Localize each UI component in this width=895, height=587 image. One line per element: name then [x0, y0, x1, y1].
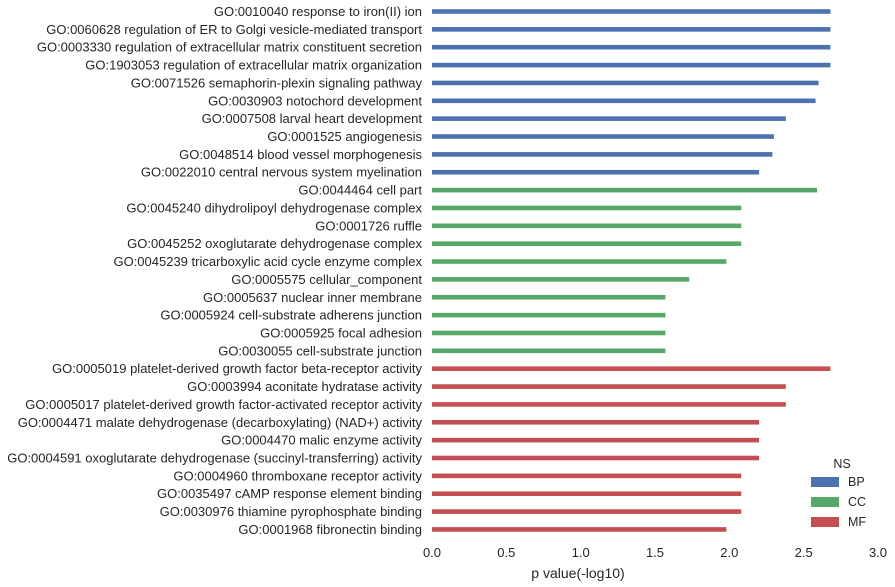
- bar-13: [432, 223, 742, 229]
- bar-28: [432, 491, 742, 497]
- x-tick-label: 0.0: [423, 545, 441, 560]
- category-label: GO:0004470 malic enzyme activity: [221, 433, 422, 448]
- category-label: GO:0035497 cAMP response element binding: [157, 486, 422, 501]
- category-label: GO:0005575 cellular_component: [231, 272, 422, 287]
- bar-5: [432, 80, 819, 86]
- x-axis-ticks: 0.0 0.5 1.0 1.5 2.0 2.5 3.0: [423, 545, 887, 560]
- x-tick-label: 0.5: [497, 545, 515, 560]
- x-tick-label: 1.0: [572, 545, 590, 560]
- category-label: GO:0007508 larval heart development: [202, 111, 423, 126]
- bar-23: [432, 402, 786, 407]
- category-label: GO:0005019 platelet-derived growth facto…: [52, 361, 422, 376]
- bar-25: [432, 437, 760, 443]
- bar-27: [432, 473, 742, 479]
- legend-label-mf: MF: [848, 515, 866, 529]
- x-tick-label: 2.0: [720, 545, 738, 560]
- bar-11: [432, 187, 818, 193]
- x-tick-label: 1.5: [646, 545, 664, 560]
- legend-label-bp: BP: [848, 475, 865, 489]
- category-label: GO:1903053 regulation of extracellular m…: [85, 58, 422, 73]
- bar-1: [432, 9, 831, 14]
- category-label: GO:0030055 cell-substrate junction: [218, 343, 422, 358]
- legend-label-cc: CC: [848, 495, 866, 509]
- bar-30: [432, 527, 727, 532]
- bar-26: [432, 455, 760, 461]
- category-label: GO:0004471 malate dehydrogenase (decarbo…: [18, 415, 423, 430]
- bar-17: [432, 294, 666, 300]
- category-label: GO:0071526 semaphorin-plexin signaling p…: [131, 75, 423, 90]
- bar-9: [432, 152, 773, 157]
- category-label: GO:0005924 cell-substrate adherens junct…: [160, 308, 422, 323]
- bar-16: [432, 277, 690, 282]
- legend-title: NS: [833, 457, 850, 471]
- category-label: GO:0045240 dihydrolipoyl dehydrogenase c…: [126, 200, 422, 215]
- category-label: GO:0045239 tricarboxylic acid cycle enzy…: [113, 254, 422, 269]
- bar-29: [432, 509, 742, 514]
- bar-18: [432, 312, 666, 318]
- category-labels: GO:0010040 response to iron(II) ion GO:00…: [7, 4, 422, 537]
- bar-4: [432, 62, 831, 68]
- bar-10: [432, 169, 760, 175]
- category-label: GO:0004591 oxoglutarate dehydrogenase (s…: [7, 451, 422, 466]
- category-label: GO:0005637 nuclear inner membrane: [203, 290, 422, 305]
- x-tick-label: 2.5: [795, 545, 813, 560]
- bar-8: [432, 134, 774, 139]
- category-label: GO:0001726 ruffle: [315, 218, 422, 233]
- x-tick-label: 3.0: [869, 545, 887, 560]
- bar-15: [432, 259, 727, 264]
- category-label: GO:0003994 aconitate hydratase activity: [187, 379, 422, 394]
- bar-21: [432, 366, 831, 371]
- category-label: GO:0045252 oxoglutarate dehydrogenase co…: [127, 236, 422, 251]
- bar-19: [432, 330, 666, 336]
- category-label: GO:0010040 response to iron(II) ion: [214, 4, 422, 19]
- category-label: GO:0030976 thiamine pyrophosphate bindin…: [160, 504, 422, 519]
- bar-6: [432, 98, 816, 104]
- category-label: GO:0003330 regulation of extracellular m…: [37, 40, 422, 55]
- legend-swatch-mf: [811, 517, 839, 527]
- bar-14: [432, 241, 742, 246]
- legend-swatch-cc: [811, 497, 839, 507]
- bar-22: [432, 384, 786, 389]
- category-label: GO:0004960 thromboxane receptor activity: [173, 468, 422, 483]
- bar-24: [432, 419, 760, 425]
- bar-2: [432, 27, 831, 32]
- bar-3: [432, 44, 831, 50]
- legend: NS BP CC MF: [811, 457, 866, 529]
- category-label: GO:0001968 fibronectin binding: [238, 522, 422, 537]
- x-axis-label: p value(-log10): [531, 565, 624, 581]
- category-label: GO:0005017 platelet-derived growth facto…: [25, 397, 422, 412]
- category-label: GO:0005925 focal adhesion: [260, 325, 422, 340]
- category-label: GO:0060628 regulation of ER to Golgi ves…: [46, 22, 422, 37]
- bar-7: [432, 116, 786, 121]
- category-label: GO:0044464 cell part: [298, 183, 422, 198]
- legend-swatch-bp: [811, 477, 839, 487]
- category-label: GO:0030903 notochord development: [208, 93, 422, 108]
- category-label: GO:0022010 central nervous system myelin…: [141, 165, 422, 180]
- category-label: GO:0048514 blood vessel morphogenesis: [179, 147, 422, 162]
- bar-12: [432, 205, 742, 211]
- category-label: GO:0001525 angiogenesis: [267, 129, 422, 144]
- bars-layer: [432, 9, 831, 532]
- bar-20: [432, 348, 666, 354]
